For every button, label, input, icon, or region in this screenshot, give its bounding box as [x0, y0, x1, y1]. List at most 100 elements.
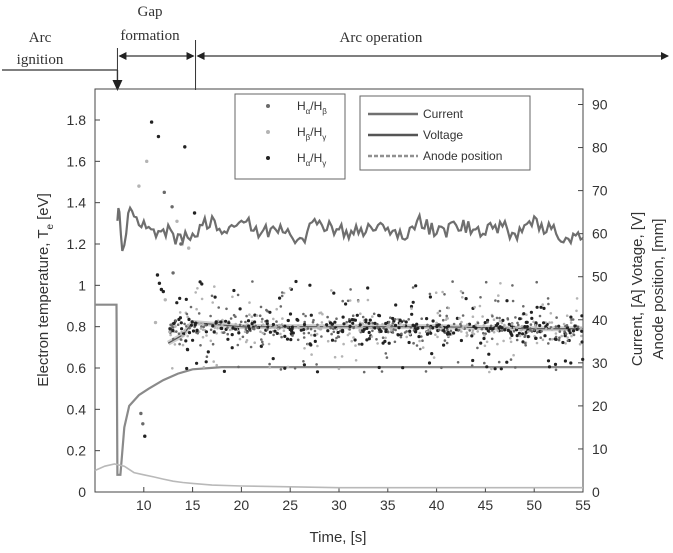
ratio-point — [485, 340, 489, 344]
ratio-point — [426, 323, 429, 327]
ratio-point — [398, 318, 402, 322]
ratio-point — [226, 337, 230, 341]
ratio-point — [471, 331, 474, 335]
ratio-point — [396, 333, 400, 337]
legend-line-items: Current Voltage Anode position — [368, 107, 502, 163]
ratio-point — [408, 332, 412, 336]
ratio-point — [275, 331, 279, 335]
ratio-point — [174, 325, 177, 328]
ratio-point — [216, 326, 219, 330]
ratio-point-early — [156, 134, 161, 139]
ratio-point — [474, 323, 478, 327]
ratio-point — [549, 312, 553, 315]
ratio-point — [384, 328, 388, 332]
ratio-point — [573, 324, 577, 328]
ratio-point — [578, 342, 582, 346]
ratio-point — [484, 280, 488, 284]
ratio-point — [249, 345, 253, 349]
ratio-point — [222, 369, 226, 373]
ratio-point — [431, 319, 435, 323]
series-anode-position — [94, 463, 583, 489]
ratio-point — [308, 283, 312, 287]
ratio-point — [220, 326, 224, 331]
ratio-point — [274, 325, 278, 328]
ratio-point — [491, 314, 494, 318]
ratio-point — [238, 337, 242, 341]
ratio-point — [306, 327, 310, 330]
ratio-point — [468, 329, 472, 332]
y-right-tick-label: 0 — [592, 484, 600, 500]
y-right-tick-label: 80 — [592, 140, 608, 156]
ratio-point — [497, 360, 501, 364]
ratio-point — [211, 301, 214, 304]
ratio-point — [444, 318, 448, 322]
ratio-point — [198, 322, 201, 325]
ratio-point — [461, 326, 465, 330]
ratio-point — [245, 339, 249, 342]
y-right-tick-label: 30 — [592, 355, 608, 371]
ratio-point — [302, 332, 306, 335]
legend-ratio-label-main: H — [297, 151, 306, 165]
ratio-point — [226, 332, 229, 336]
ratio-point — [247, 324, 251, 328]
ratio-point — [456, 361, 460, 364]
ratio-point — [368, 318, 372, 322]
ratio-point — [311, 320, 315, 324]
ratio-point — [511, 284, 514, 287]
ratio-point — [554, 337, 558, 341]
y-right-tick-label: 50 — [592, 269, 608, 285]
ratio-point — [428, 295, 432, 299]
ratio-point — [345, 320, 349, 324]
ratio-point — [567, 328, 571, 332]
ratio-point — [227, 321, 231, 325]
legend-lines-box — [359, 95, 531, 171]
ratio-point — [279, 305, 283, 308]
ratio-point — [499, 282, 502, 285]
legend-ratio-label-slash: /H — [310, 151, 322, 165]
ratio-point — [326, 339, 330, 343]
ratio-point — [172, 321, 176, 325]
ratio-point — [550, 338, 554, 341]
ratio-point — [446, 324, 451, 328]
ratio-point — [402, 319, 406, 323]
ratio-point — [499, 367, 503, 371]
ratio-point — [566, 339, 570, 343]
ratio-point — [568, 331, 572, 335]
ratio-point — [323, 325, 326, 328]
x-tick-label: 45 — [478, 497, 494, 513]
ratio-point — [191, 329, 196, 333]
ratio-point — [332, 291, 336, 295]
ratio-point — [330, 338, 335, 342]
ratio-point — [225, 307, 228, 311]
ratio-point — [209, 314, 212, 318]
legend-ratio-label: Hβ/Hγ — [297, 125, 326, 142]
ratio-point — [315, 370, 320, 374]
ratio-point — [494, 299, 497, 302]
ratio-point — [268, 326, 272, 330]
ratio-point — [474, 326, 478, 330]
ratio-point — [193, 323, 197, 327]
ratio-point-early — [170, 205, 174, 209]
ratio-point — [313, 339, 317, 343]
ratio-point — [181, 343, 185, 347]
ratio-point — [575, 297, 579, 300]
ratio-point — [195, 329, 199, 333]
ratio-point — [416, 326, 420, 330]
ratio-point — [424, 370, 428, 373]
ratio-point — [242, 324, 245, 328]
ratio-point — [521, 340, 525, 344]
ratio-point — [479, 341, 483, 345]
ratio-point — [571, 329, 576, 333]
ratio-point — [279, 332, 282, 336]
ratio-point — [266, 325, 270, 329]
ratio-point — [204, 360, 208, 364]
ratio-point — [234, 322, 237, 326]
ratio-point — [580, 314, 584, 318]
ratio-point — [532, 320, 535, 324]
ratio-point — [517, 331, 522, 335]
legend-ratio-marker — [266, 130, 270, 134]
ratio-point — [415, 344, 419, 347]
ratio-point — [187, 331, 192, 335]
ratio-point — [177, 332, 181, 336]
ratio-point — [524, 344, 527, 347]
